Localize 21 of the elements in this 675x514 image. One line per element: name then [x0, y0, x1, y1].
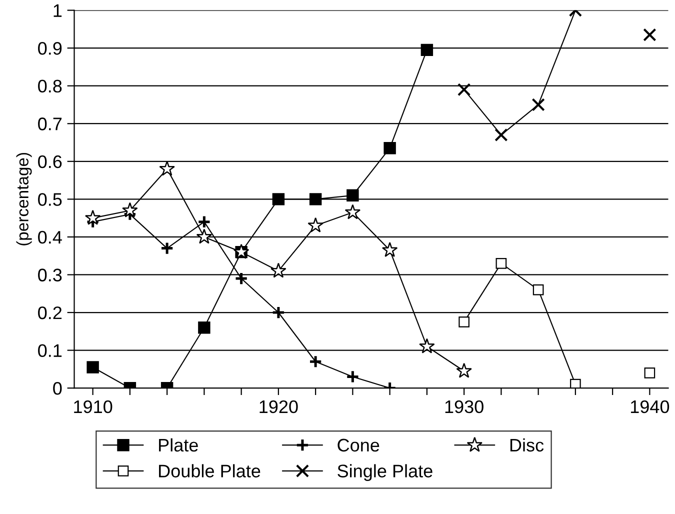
y-tick-label: 0.8 [38, 80, 62, 93]
x-tick-label: 1910 [74, 400, 112, 414]
y-tick-label: 0.5 [38, 193, 62, 206]
y-tick-label: 1 [54, 4, 62, 17]
x-tick-label: 1940 [630, 400, 670, 414]
y-tick-label: 0.4 [38, 230, 62, 244]
y-tick-label: 0 [53, 382, 62, 395]
x-tick-label: 1930 [445, 400, 484, 414]
legend-label: Plate [159, 438, 198, 452]
y-tick-label: 0.9 [38, 42, 62, 55]
y-tick-label: 0.6 [38, 155, 62, 168]
legend-label: Disc [510, 438, 544, 452]
y-axis-title: (percentage) [16, 152, 32, 246]
legend-label: Cone [338, 438, 380, 452]
x-tick-label: 1920 [260, 400, 298, 414]
legend-label: Single Plate [338, 464, 432, 482]
y-tick-label: 0.3 [38, 268, 62, 282]
legend-label: Double Plate [159, 464, 260, 478]
y-tick-label: 0.7 [38, 118, 62, 130]
y-tick-label: 0.1 [38, 344, 62, 358]
y-tick-label: 0.2 [38, 306, 62, 320]
